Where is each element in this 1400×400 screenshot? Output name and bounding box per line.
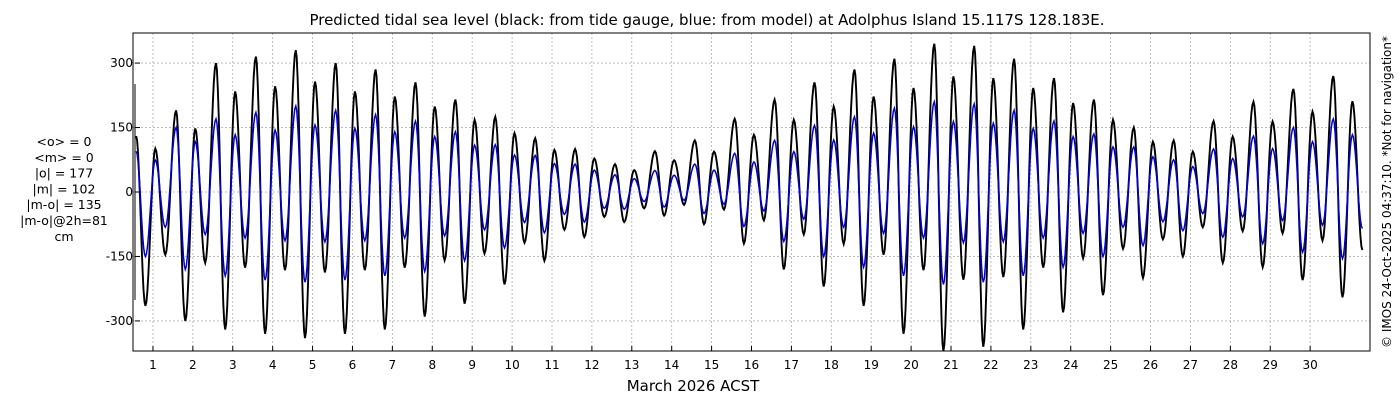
x-tick-label: 21 bbox=[943, 358, 958, 372]
x-tick-label: 3 bbox=[229, 358, 237, 372]
x-tick-label: 18 bbox=[824, 358, 839, 372]
x-tick-label: 5 bbox=[309, 358, 317, 372]
stats-panel: <o> = 0<m> = 0|o| = 177|m| = 102|m-o| = … bbox=[20, 134, 108, 244]
x-tick-label: 16 bbox=[744, 358, 759, 372]
x-tick-label: 20 bbox=[903, 358, 918, 372]
series-line-model bbox=[135, 98, 1364, 285]
chart-title: Predicted tidal sea level (black: from t… bbox=[309, 11, 1104, 29]
x-tick-label: 8 bbox=[428, 358, 436, 372]
y-tick-label: 150 bbox=[110, 121, 133, 135]
x-tick-label: 9 bbox=[468, 358, 476, 372]
x-tick-label: 14 bbox=[664, 358, 679, 372]
x-tick-label: 17 bbox=[784, 358, 799, 372]
copyright-note: © IMOS 24-Oct-2025 04:37:10. *Not for na… bbox=[1380, 36, 1394, 348]
x-tick-label: 26 bbox=[1143, 358, 1158, 372]
x-tick-label: 13 bbox=[624, 358, 639, 372]
stat-line: |m-o| = 135 bbox=[26, 197, 101, 212]
stat-line: |o| = 177 bbox=[35, 166, 93, 181]
x-tick-label: 15 bbox=[704, 358, 719, 372]
x-tick-label: 1 bbox=[149, 358, 157, 372]
series-lines bbox=[135, 43, 1364, 352]
x-tick-label: 28 bbox=[1223, 358, 1238, 372]
x-tick-label: 12 bbox=[584, 358, 599, 372]
y-tick-label: -300 bbox=[106, 314, 133, 328]
x-tick-label: 25 bbox=[1103, 358, 1118, 372]
x-tick-label: 2 bbox=[189, 358, 197, 372]
x-tick-label: 11 bbox=[544, 358, 559, 372]
stat-line: |m| = 102 bbox=[33, 181, 96, 196]
y-tick-label: -150 bbox=[106, 249, 133, 263]
x-tick-label: 6 bbox=[349, 358, 357, 372]
stat-line: <o> = 0 bbox=[37, 134, 92, 149]
y-tick-label: 300 bbox=[110, 56, 133, 70]
stat-line: cm bbox=[54, 229, 73, 244]
x-axis-label: March 2026 ACST bbox=[627, 377, 760, 395]
x-tick-label: 27 bbox=[1183, 358, 1198, 372]
x-tick-label: 30 bbox=[1303, 358, 1318, 372]
stat-line: <m> = 0 bbox=[34, 150, 94, 165]
x-tick-label: 19 bbox=[864, 358, 879, 372]
x-tick-label: 29 bbox=[1263, 358, 1278, 372]
y-tick-label: 0 bbox=[125, 185, 133, 199]
x-tick-label: 23 bbox=[1023, 358, 1038, 372]
x-tick-label: 4 bbox=[269, 358, 277, 372]
grid-lines bbox=[133, 33, 1370, 351]
x-tick-label: 7 bbox=[389, 358, 397, 372]
x-tick-label: 10 bbox=[504, 358, 519, 372]
x-tick-label: 24 bbox=[1063, 358, 1078, 372]
stat-line: |m-o|@2h=81 bbox=[20, 213, 108, 228]
x-tick-label: 22 bbox=[983, 358, 998, 372]
